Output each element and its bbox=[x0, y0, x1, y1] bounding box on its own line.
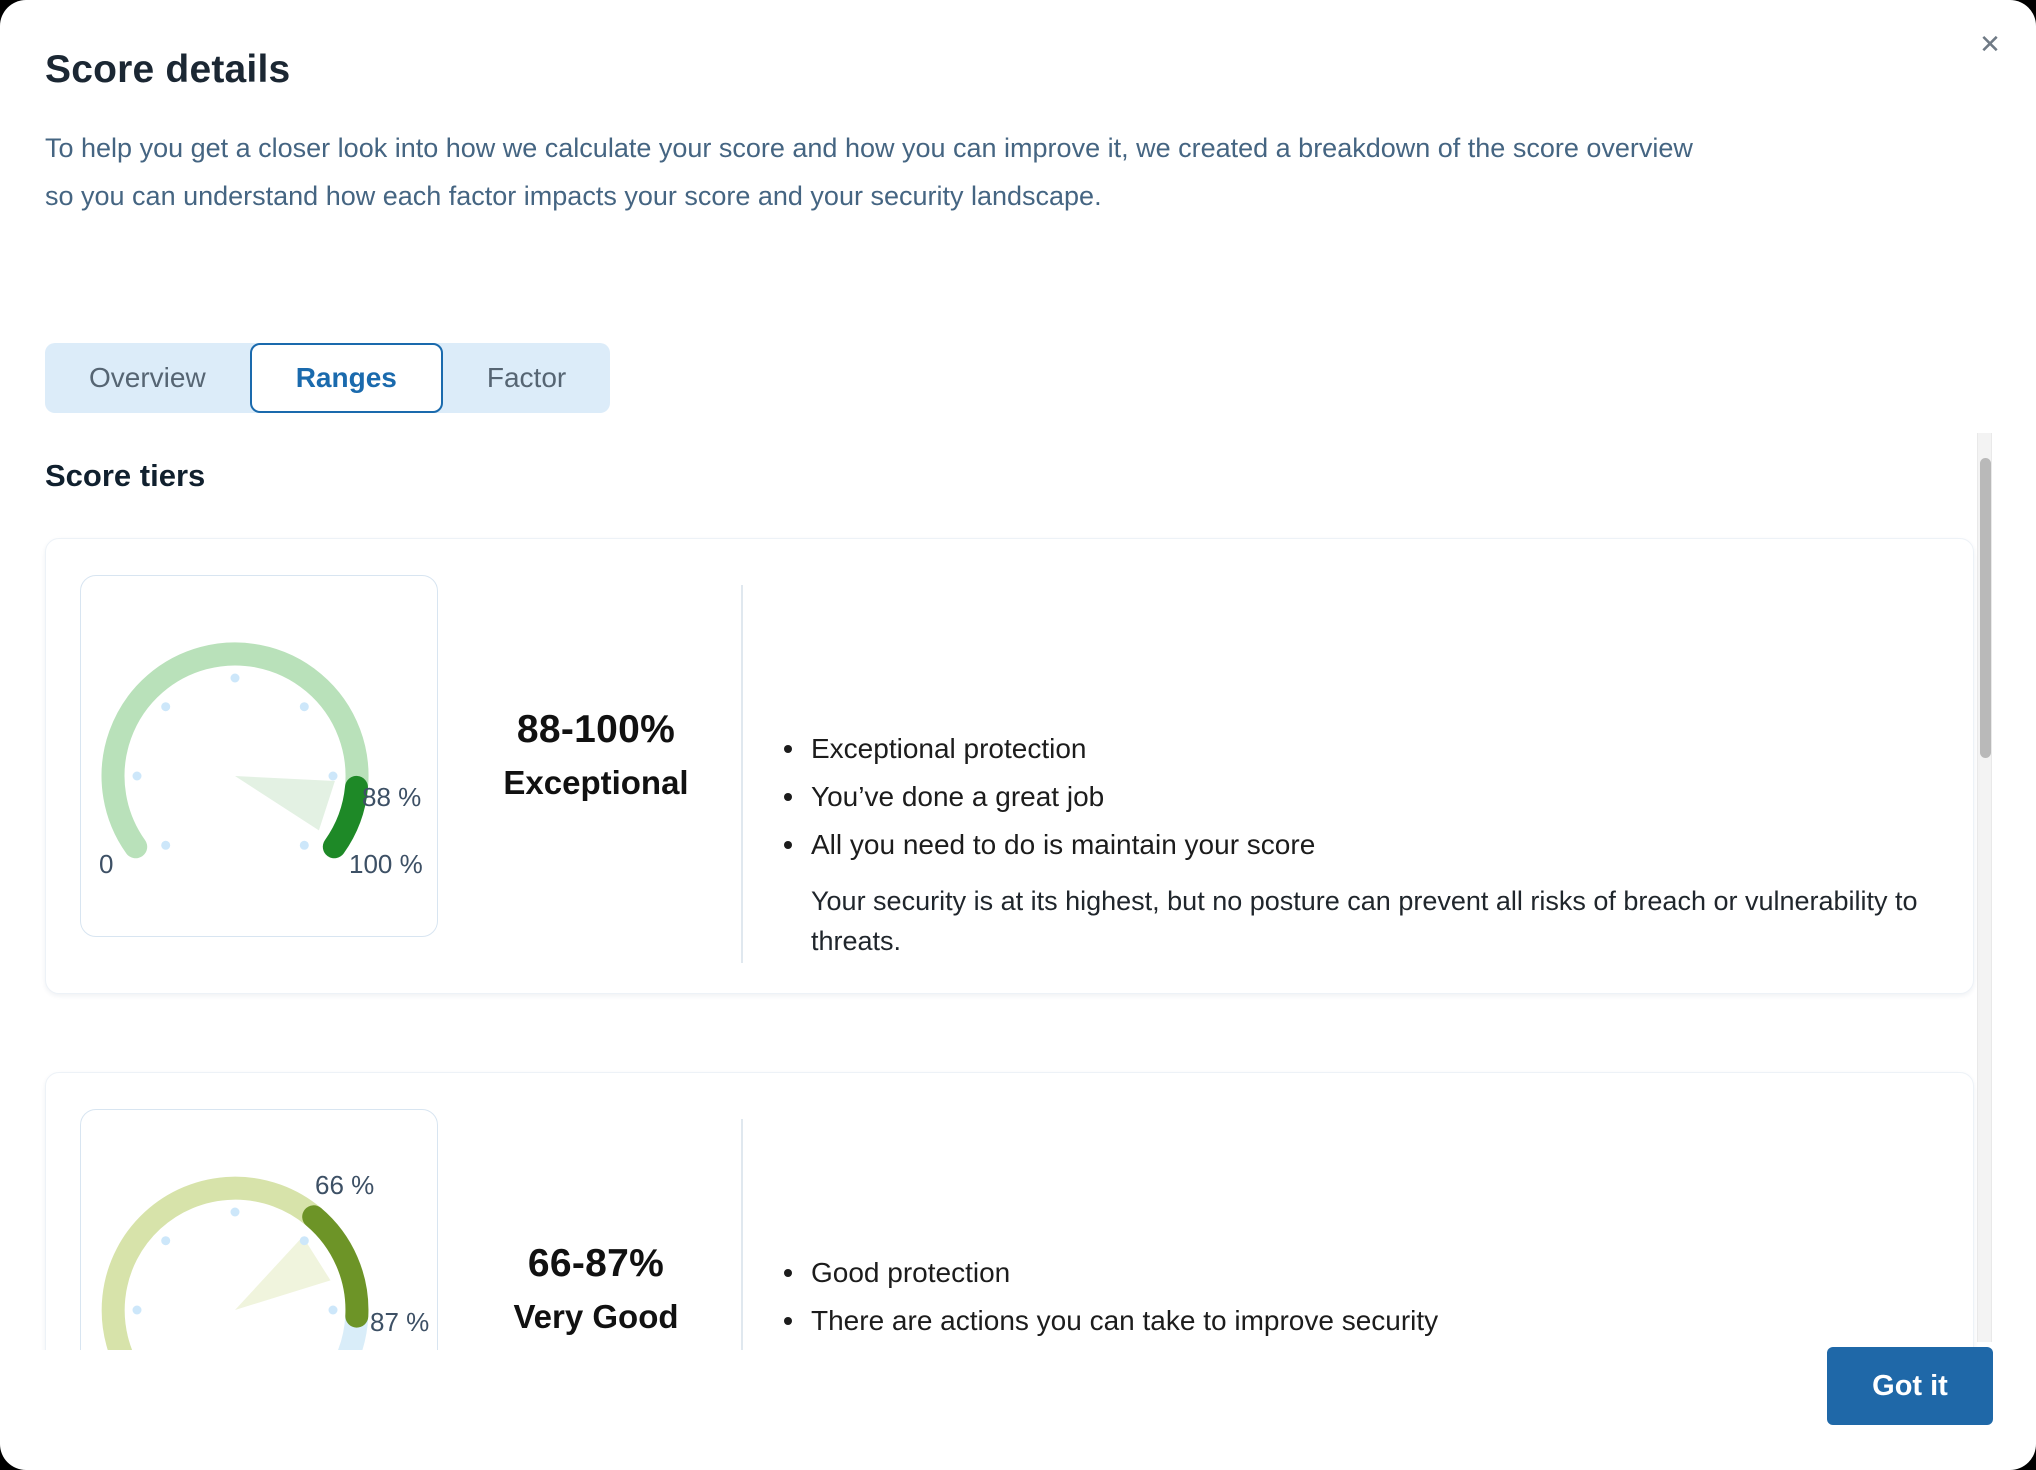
score-gauge: 0 88 % 100 % bbox=[99, 642, 423, 879]
modal-description: To help you get a closer look into how w… bbox=[45, 124, 1693, 220]
gauge-tick-dot bbox=[328, 1305, 338, 1315]
tier-card-very-good: 66 % 87 % 66-87% Very Good Good protectio… bbox=[45, 1072, 1974, 1350]
gauge-label: 0 bbox=[99, 849, 113, 879]
gauge-tick-dot bbox=[161, 702, 171, 712]
gauge-tick-dot bbox=[328, 771, 338, 781]
gauge-tick-dot bbox=[299, 702, 309, 712]
description-line: To help you get a closer look into how w… bbox=[45, 133, 1693, 163]
tab-factor[interactable]: Factor bbox=[443, 343, 610, 413]
column-divider bbox=[741, 1119, 743, 1350]
score-gauge: 66 % 87 % bbox=[101, 1170, 429, 1350]
tier-note: Your security is at its highest, but no … bbox=[811, 886, 1918, 956]
description-line: so you can understand how each factor im… bbox=[45, 181, 1102, 211]
gauge-card: 66 % 87 % bbox=[80, 1109, 438, 1350]
bullet-item: All you need to do is maintain your scor… bbox=[783, 821, 1315, 869]
bullet-list: Exceptional protection You’ve done a grea… bbox=[783, 725, 1315, 869]
gauge-label: 100 % bbox=[349, 849, 423, 879]
gauge-range-arc bbox=[302, 1205, 369, 1328]
column-divider bbox=[741, 585, 743, 963]
bullet-item: There are actions you can take to improv… bbox=[783, 1297, 1438, 1345]
gauge-label: 87 % bbox=[370, 1307, 429, 1337]
gauge-needle bbox=[235, 1236, 331, 1310]
gauge-label: 66 % bbox=[315, 1170, 374, 1200]
gauge-range-arc bbox=[322, 775, 368, 859]
tab-overview[interactable]: Overview bbox=[45, 343, 250, 413]
tier-range-column: 66-87% Very Good bbox=[451, 1241, 741, 1339]
tier-range: 66-87% bbox=[527, 1242, 665, 1285]
tier-range: 88-100% bbox=[516, 708, 676, 751]
gauge-tick-dot bbox=[230, 673, 240, 683]
tab-ranges[interactable]: Ranges bbox=[249, 343, 443, 413]
gauge-tick-dot bbox=[230, 1207, 240, 1217]
gauge-tick-dot bbox=[161, 1236, 171, 1246]
scrollbar-thumb[interactable] bbox=[1980, 458, 1991, 758]
gauge-label: 88 % bbox=[362, 782, 421, 812]
tier-range-column: 88-100% Exceptional bbox=[451, 707, 741, 805]
gauge-tick-dot bbox=[132, 771, 142, 781]
gauge-needle bbox=[235, 776, 335, 831]
gauge-tick-dot bbox=[299, 840, 309, 850]
gauge-track-arc bbox=[101, 1176, 326, 1350]
page-title: Score details bbox=[45, 48, 291, 91]
gauge-track-arc bbox=[101, 642, 369, 859]
close-icon[interactable]: ✕ bbox=[1968, 22, 2012, 66]
scrollbar-track[interactable] bbox=[1977, 433, 1992, 1342]
tier-card-exceptional: 0 88 % 100 % 88-100% Exceptional Exception… bbox=[45, 538, 1974, 994]
bullet-list: Good protection There are actions you can… bbox=[783, 1249, 1438, 1345]
bullet-item: Good protection bbox=[783, 1249, 1438, 1297]
gauge-tick-dot bbox=[299, 1236, 309, 1246]
tier-name: Exceptional bbox=[503, 764, 689, 801]
modal-scroll-area: Score tiers 0 88 % 100 % 88-100% Exception… bbox=[0, 430, 2036, 1350]
tab-bar: Overview Ranges Factor bbox=[45, 343, 611, 413]
gauge-tick-dot bbox=[161, 840, 171, 850]
got-it-button[interactable]: Got it bbox=[1827, 1347, 1993, 1425]
gauge-card: 0 88 % 100 % bbox=[80, 575, 438, 937]
tier-name: Very Good bbox=[513, 1298, 679, 1335]
gauge-tick-dot bbox=[132, 1305, 142, 1315]
bullet-item: Exceptional protection bbox=[783, 725, 1315, 773]
bullet-item: You’ve done a great job bbox=[783, 773, 1315, 821]
section-title: Score tiers bbox=[45, 458, 206, 493]
